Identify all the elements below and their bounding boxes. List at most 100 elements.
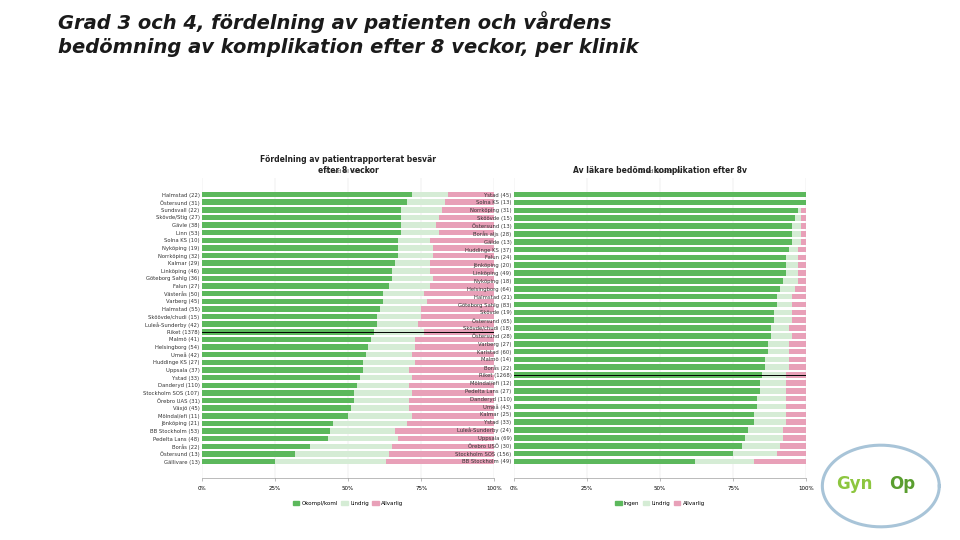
Bar bbox=[783, 427, 806, 433]
Bar bbox=[421, 314, 494, 319]
Bar bbox=[756, 404, 786, 409]
Bar bbox=[369, 345, 416, 350]
Bar bbox=[419, 321, 494, 327]
Bar bbox=[383, 291, 424, 296]
Bar bbox=[792, 294, 806, 300]
Bar bbox=[789, 349, 806, 354]
Bar bbox=[765, 356, 789, 362]
Bar bbox=[759, 388, 786, 394]
Bar bbox=[514, 302, 778, 307]
Bar bbox=[792, 223, 801, 229]
Bar bbox=[363, 367, 410, 373]
Bar bbox=[351, 406, 410, 411]
Bar bbox=[430, 268, 494, 274]
Bar bbox=[514, 271, 786, 276]
Bar bbox=[798, 262, 806, 268]
Bar bbox=[374, 329, 424, 335]
Bar bbox=[514, 192, 806, 198]
Text: Op: Op bbox=[889, 475, 915, 493]
Bar bbox=[789, 325, 806, 331]
Bar bbox=[392, 268, 430, 274]
Bar bbox=[397, 238, 430, 243]
Bar bbox=[514, 380, 759, 386]
Bar bbox=[202, 459, 275, 464]
Bar bbox=[202, 260, 395, 266]
Bar bbox=[202, 230, 400, 235]
Bar bbox=[366, 352, 413, 357]
Bar bbox=[514, 396, 756, 402]
Bar bbox=[202, 337, 372, 342]
Title: Av läkare bedömd komplikation efter 8v: Av läkare bedömd komplikation efter 8v bbox=[573, 166, 747, 174]
Bar bbox=[786, 262, 798, 268]
Bar bbox=[745, 435, 783, 441]
Bar bbox=[783, 278, 798, 284]
Bar bbox=[430, 284, 494, 289]
Bar bbox=[801, 207, 806, 213]
Bar bbox=[514, 420, 754, 425]
Bar bbox=[514, 231, 792, 237]
Bar bbox=[792, 239, 801, 245]
Bar bbox=[514, 278, 783, 284]
Bar bbox=[756, 396, 786, 402]
Bar bbox=[202, 314, 377, 319]
Bar bbox=[786, 404, 806, 409]
Bar bbox=[792, 333, 806, 339]
Bar bbox=[514, 309, 774, 315]
Bar bbox=[407, 199, 444, 205]
Bar bbox=[783, 435, 806, 441]
Bar bbox=[202, 284, 389, 289]
Bar bbox=[202, 382, 357, 388]
Bar bbox=[413, 390, 494, 396]
Bar bbox=[789, 247, 798, 252]
Bar bbox=[789, 341, 806, 347]
Bar bbox=[514, 404, 756, 409]
Bar bbox=[786, 271, 798, 276]
Bar bbox=[380, 306, 421, 312]
Bar bbox=[792, 231, 801, 237]
Bar bbox=[759, 380, 786, 386]
Bar bbox=[762, 372, 786, 378]
Bar bbox=[392, 443, 494, 449]
Legend: Ingen, Lindrig, Allvarlig: Ingen, Lindrig, Allvarlig bbox=[612, 498, 708, 508]
Bar bbox=[202, 406, 351, 411]
Text: Gyn: Gyn bbox=[836, 475, 873, 493]
Bar bbox=[424, 329, 494, 335]
Bar bbox=[798, 247, 806, 252]
Bar bbox=[792, 318, 806, 323]
Bar bbox=[400, 207, 442, 213]
Bar bbox=[400, 222, 436, 228]
Bar bbox=[202, 215, 400, 220]
Bar bbox=[202, 253, 397, 258]
Bar bbox=[357, 382, 410, 388]
Bar bbox=[798, 207, 801, 213]
Bar bbox=[202, 222, 400, 228]
Bar bbox=[202, 291, 383, 296]
Bar bbox=[430, 260, 494, 266]
Bar bbox=[771, 333, 792, 339]
Bar bbox=[433, 253, 494, 258]
Bar bbox=[202, 199, 407, 205]
Bar bbox=[202, 413, 348, 418]
Bar bbox=[786, 372, 806, 378]
Bar bbox=[363, 360, 416, 365]
Bar bbox=[514, 239, 792, 245]
Bar bbox=[430, 238, 494, 243]
Bar bbox=[768, 349, 789, 354]
Bar bbox=[771, 325, 789, 331]
Bar bbox=[514, 333, 771, 339]
Bar bbox=[202, 436, 327, 441]
Bar bbox=[202, 375, 360, 380]
Bar bbox=[514, 318, 774, 323]
Bar bbox=[410, 406, 494, 411]
Bar bbox=[748, 427, 783, 433]
Bar bbox=[397, 436, 494, 441]
Bar bbox=[801, 239, 806, 245]
Bar bbox=[202, 238, 397, 243]
Bar bbox=[514, 451, 733, 456]
Bar bbox=[383, 299, 427, 304]
Bar bbox=[778, 294, 792, 300]
Bar bbox=[392, 276, 433, 281]
Bar bbox=[792, 302, 806, 307]
Title: Fördelning av patientrapporterat besvär
efter 8 veckor: Fördelning av patientrapporterat besvär … bbox=[260, 154, 436, 174]
Bar bbox=[386, 459, 494, 464]
